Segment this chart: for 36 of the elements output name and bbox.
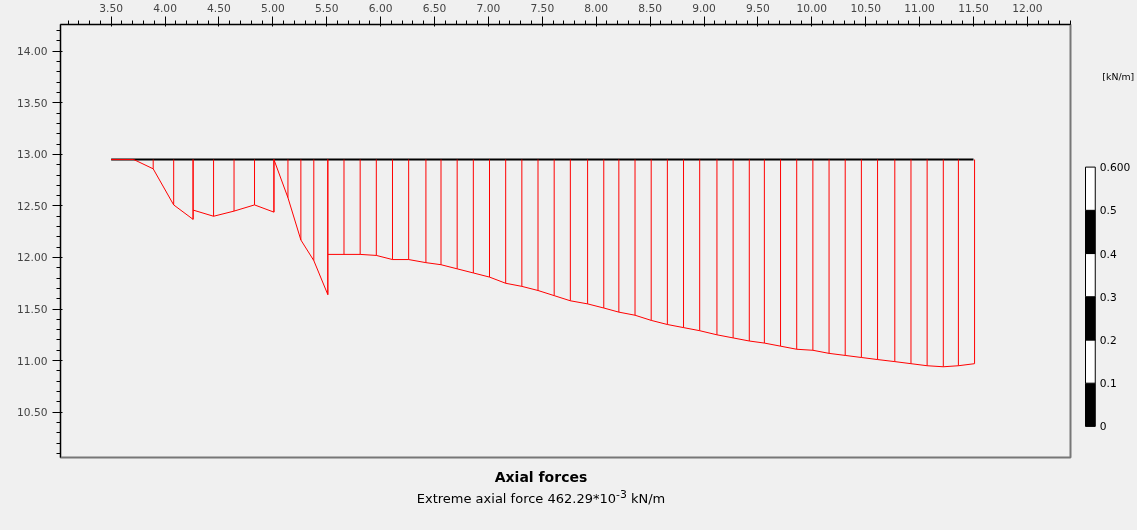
x-tick-label: 10.00 <box>796 1 828 15</box>
text: Extreme axial force 462.29*10$^{-3}$ kN/m <box>415 487 667 509</box>
y-tick-label: 14.00 <box>16 45 48 59</box>
x-tick-label: 7.50 <box>530 1 555 15</box>
color-bar-label: 0.600 <box>1099 161 1131 175</box>
x-tick-label: 6.50 <box>422 1 447 15</box>
color-bar-label: 0.1 <box>1099 377 1117 391</box>
y-tick-label: 12.00 <box>16 251 48 265</box>
x-tick-label: 3.50 <box>99 1 124 15</box>
y-tick-label: 12.50 <box>16 199 48 213</box>
color-bar-label: 0.3 <box>1099 290 1117 304</box>
y-tick-label: 11.50 <box>16 303 48 317</box>
x-tick-label: 5.50 <box>314 1 339 15</box>
y-tick-label: 13.00 <box>16 148 48 162</box>
x-tick-label: 5.00 <box>260 1 285 15</box>
y-tick-label: 13.50 <box>16 96 48 110</box>
x-tick-label: 7.00 <box>476 1 501 15</box>
color-bar-label: 0.5 <box>1099 204 1117 218</box>
x-tick-label: 10.50 <box>850 1 882 15</box>
color-bar-label: 0.2 <box>1099 333 1117 347</box>
x-tick-label: 11.50 <box>958 1 989 15</box>
text: Axial forces <box>493 468 589 487</box>
x-tick-label: 4.50 <box>207 1 232 15</box>
x-tick-label: 8.00 <box>584 1 609 15</box>
color-bar-label: 0 <box>1099 420 1107 434</box>
color-bar-title: [kN/m] <box>1102 70 1135 82</box>
color-bar-label: 0.4 <box>1099 247 1117 261</box>
x-tick-label: 9.50 <box>746 1 770 15</box>
y-tick-label: 11.00 <box>16 354 48 368</box>
x-tick-label: 9.00 <box>692 1 717 15</box>
x-tick-label: 11.00 <box>904 1 936 15</box>
y-tick-label: 10.50 <box>16 406 48 420</box>
x-tick-label: 12.00 <box>1012 1 1043 15</box>
x-tick-label: 8.50 <box>638 1 663 15</box>
x-tick-label: 4.00 <box>153 1 178 15</box>
x-tick-label: 6.00 <box>368 1 393 15</box>
